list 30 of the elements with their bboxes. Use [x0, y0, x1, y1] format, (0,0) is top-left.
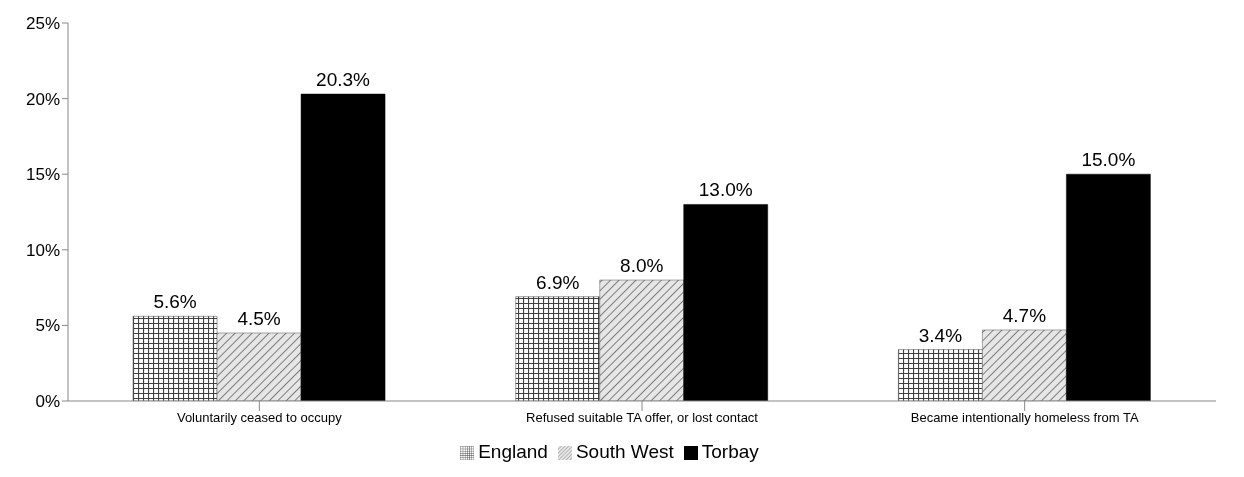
y-tick-label: 10%: [25, 240, 60, 260]
bar: [599, 279, 684, 401]
x-tick-label: Voluntarily ceased to occupy: [176, 410, 343, 426]
x-tick-label: Became intentionally homeless from TA: [910, 410, 1139, 426]
data-label: 4.5%: [237, 307, 281, 329]
legend-label: Torbay: [701, 441, 759, 462]
y-tick-label: 0%: [35, 392, 60, 412]
bar: [515, 296, 600, 401]
bar: [898, 349, 983, 401]
data-label: 15.0%: [1081, 149, 1136, 171]
legend-label: England: [478, 441, 548, 462]
data-label: 4.7%: [1002, 304, 1047, 326]
legend-label: South West: [575, 441, 674, 462]
y-tick-label: 5%: [35, 316, 60, 336]
data-label: 13.0%: [698, 179, 753, 201]
bar: [300, 93, 386, 401]
bar: [132, 316, 218, 401]
bar: [216, 332, 302, 401]
x-tick-label: Refused suitable TA offer, or lost contact: [526, 410, 759, 426]
y-tick-label: 20%: [25, 89, 60, 109]
data-label: 8.0%: [620, 255, 664, 277]
data-label: 6.9%: [536, 271, 580, 293]
data-label: 5.6%: [153, 291, 197, 313]
y-tick-label: 15%: [25, 165, 60, 185]
bar: [1066, 173, 1151, 401]
data-label: 20.3%: [316, 69, 371, 91]
bar: [982, 329, 1067, 401]
y-tick-label: 25%: [25, 14, 60, 34]
data-label: 3.4%: [918, 324, 963, 346]
bar: [683, 204, 768, 401]
